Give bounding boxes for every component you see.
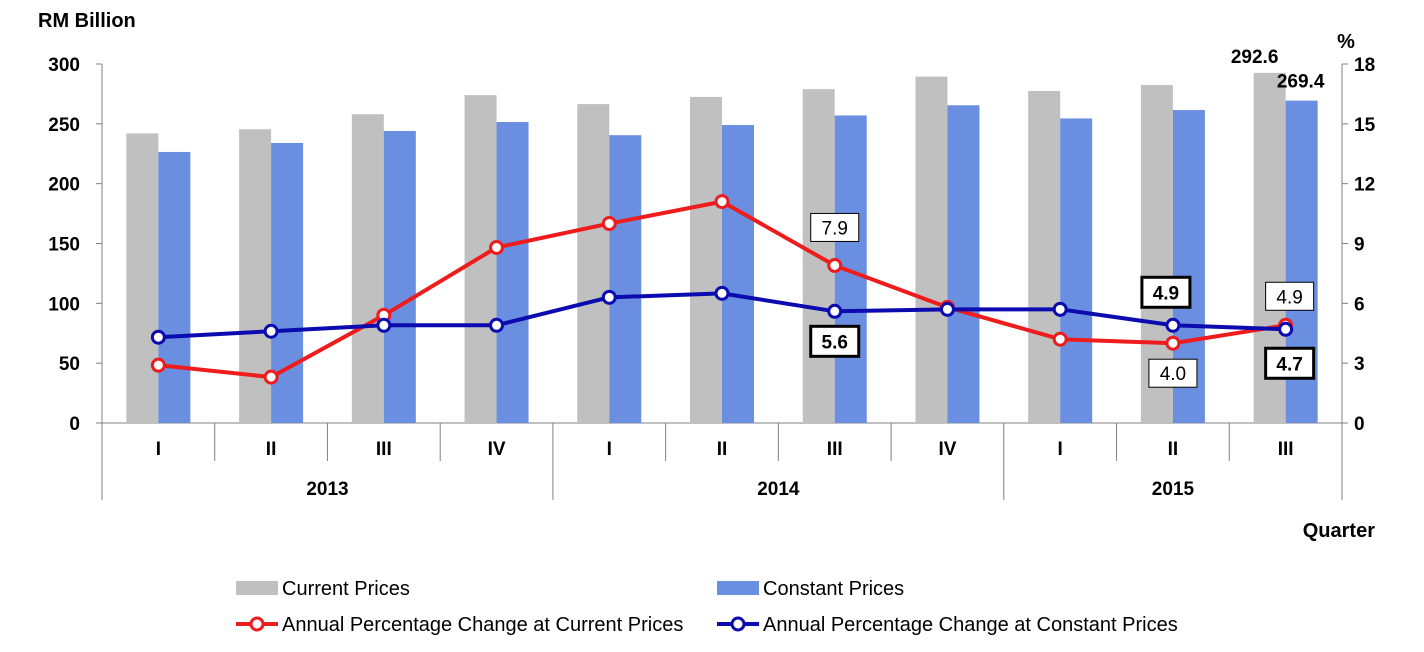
x-tick-label: III [827,439,843,460]
legend-constant-pct-marker [730,616,746,632]
legend-constant-pct-label: Annual Percentage Change at Constant Pri… [763,614,1178,636]
data-label-box [1148,358,1198,388]
data-label: 4.9 [1276,287,1302,308]
data-label: 269.4 [1277,72,1325,93]
y-right-tick-label: 3 [1354,354,1365,375]
constant-pct-point [1165,317,1181,333]
current-pct-point [601,216,617,232]
constant-pct-point [714,285,730,301]
current-pct-point [714,194,730,210]
current-prices-bar [915,76,948,423]
y-right-tick-label: 9 [1354,235,1365,256]
y-right-tick-label: 6 [1354,294,1365,315]
current-pct-point [489,239,505,255]
year-label: 2014 [757,479,800,500]
y-right-tick-label: 12 [1354,175,1375,196]
x-tick-label: IV [938,439,956,460]
current-pct-point [1165,335,1181,351]
x-tick-label: I [1058,439,1063,460]
y-left-tick-label: 0 [69,414,80,435]
constant-pct-point [263,323,279,339]
legend-current-prices-swatch [236,581,278,595]
y-left-tick-label: 200 [48,175,80,196]
x-tick-label: II [266,439,277,460]
current-pct-point [827,257,843,273]
data-label: 7.9 [822,218,848,239]
data-label: 4.0 [1160,364,1186,385]
data-label-box [1265,281,1315,311]
current-pct-point [1052,331,1068,347]
data-label: 292.6 [1231,47,1279,68]
data-label-box [1264,346,1316,380]
constant-pct-point [1052,301,1068,317]
constant-pct-point [150,329,166,345]
constant-prices-bar [722,125,754,423]
constant-pct-point [1278,321,1294,337]
data-label: 4.7 [1276,354,1302,375]
constant-prices-bar [496,122,529,423]
y-axis-left-title: RM Billion [38,10,136,32]
current-prices-bar [351,114,384,423]
year-label: 2015 [1152,479,1195,500]
y-axis-right-title: % [1337,31,1355,53]
current-pct-point [150,357,166,373]
current-prices-bar [690,96,722,424]
y-left-tick-label: 150 [48,235,80,256]
constant-prices-bar [609,135,642,423]
y-left-tick-label: 100 [48,294,80,315]
constant-prices-bar [947,105,980,423]
current-prices-bar [126,133,159,423]
y-right-tick-label: 15 [1354,115,1376,136]
year-label: 2013 [306,479,348,500]
data-label-box [809,324,861,358]
legend-current-prices-label: Current Prices [282,578,410,600]
constant-prices-bar [383,131,416,423]
constant-prices-bar [1060,118,1093,423]
x-axis-title: Quarter [1303,520,1375,542]
current-prices-bar [577,104,610,424]
data-label: 4.9 [1153,283,1179,304]
x-tick-label: I [607,439,612,460]
x-tick-label: IV [488,439,506,460]
x-tick-label: III [1278,439,1294,460]
constant-pct-point [939,301,955,317]
legend-current-pct-marker [249,616,265,632]
constant-pct-point [601,289,617,305]
constant-pct-point [489,317,505,333]
x-tick-label: II [717,439,728,460]
y-left-tick-label: 250 [48,115,80,136]
y-left-tick-label: 300 [48,55,80,76]
x-tick-label: I [156,439,161,460]
data-label-box [810,212,860,242]
data-label-box [1140,275,1192,309]
current-pct-point [263,369,279,385]
constant-prices-bar [158,151,191,423]
constant-pct-point [376,317,392,333]
x-tick-label: II [1168,439,1179,460]
y-right-tick-label: 18 [1354,55,1375,76]
data-label: 5.6 [822,332,848,353]
constant-pct-point [827,303,843,319]
legend-current-pct-label: Annual Percentage Change at Current Pric… [282,614,683,636]
legend-constant-prices-label: Constant Prices [763,578,904,600]
y-right-tick-label: 0 [1354,414,1365,435]
current-prices-bar [1028,90,1061,424]
x-tick-label: III [376,439,392,460]
y-left-tick-label: 50 [59,354,80,375]
legend-constant-prices-swatch [717,581,759,595]
